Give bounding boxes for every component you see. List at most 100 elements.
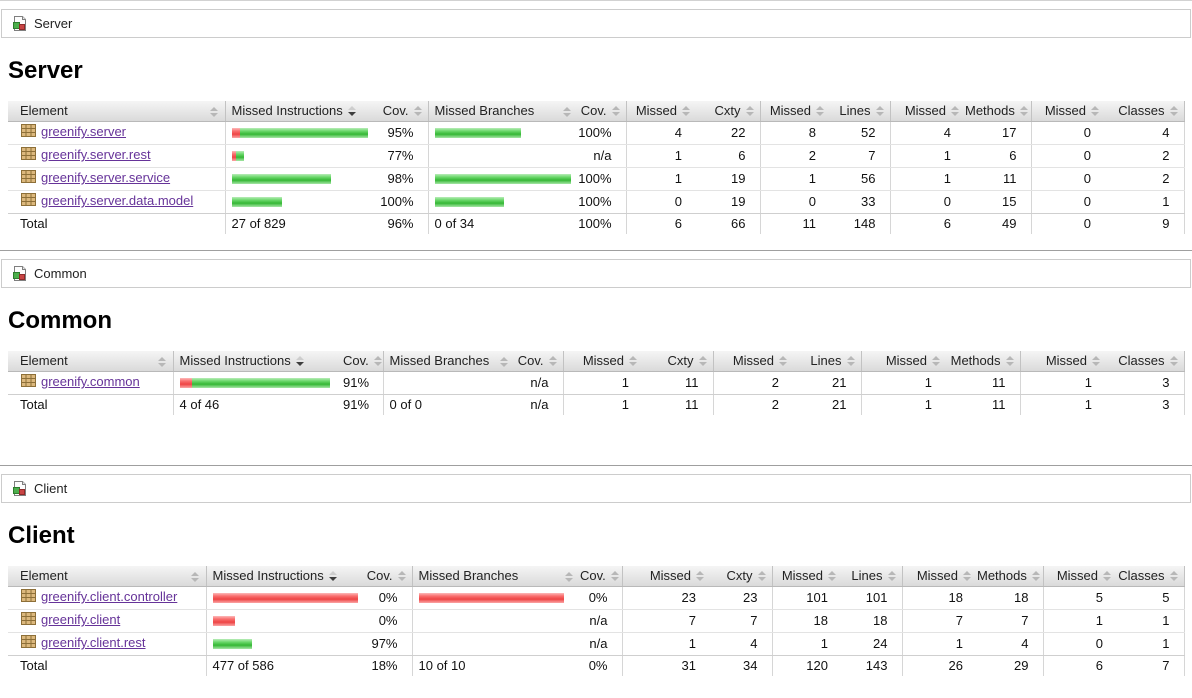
column-header-cov-[interactable]: Cov.	[578, 101, 627, 122]
report-icon	[11, 481, 27, 496]
package-link[interactable]: greenify.server	[41, 124, 127, 139]
column-label: Element	[20, 568, 68, 583]
branch-coverage-percent: n/a	[580, 632, 623, 656]
sort-icon	[563, 107, 571, 117]
column-label: Missed	[916, 568, 958, 583]
metric-value: 1	[622, 632, 710, 656]
breadcrumb-label: Common	[34, 266, 87, 281]
column-header-cov-[interactable]: Cov.	[372, 101, 429, 122]
column-header-missed-instructions[interactable]: Missed Instructions	[206, 566, 366, 587]
sort-icon	[1005, 355, 1014, 366]
column-header-missed-instructions[interactable]: Missed Instructions	[173, 351, 343, 372]
column-header-missed-branches[interactable]: Missed Branches	[428, 101, 578, 122]
column-header-cov-[interactable]: Cov.	[580, 566, 623, 587]
total-value: 6	[943, 216, 951, 231]
column-header-missed-branches[interactable]: Missed Branches	[412, 566, 580, 587]
column-header-cxty[interactable]: Cxty	[710, 566, 773, 587]
column-header-cov-[interactable]: Cov.	[366, 566, 413, 587]
covered-coverage-bar	[231, 197, 282, 207]
column-label: Missed Branches	[418, 568, 519, 583]
package-link[interactable]: greenify.client.rest	[41, 635, 146, 650]
total-value: 34	[710, 655, 773, 676]
column-header-element[interactable]: Element	[8, 566, 207, 587]
metric-value: 8	[760, 121, 830, 145]
column-header-missed[interactable]: Missed	[772, 566, 842, 587]
package-link[interactable]: greenify.client	[41, 612, 121, 627]
column-header-lines[interactable]: Lines	[793, 351, 862, 372]
column-header-missed[interactable]: Missed	[861, 351, 946, 372]
metric-value: 7	[710, 609, 773, 633]
column-header-missed[interactable]: Missed	[626, 101, 696, 122]
column-label: Classes	[1118, 353, 1165, 368]
missed-coverage-bar	[231, 128, 240, 138]
sort-icon	[757, 570, 766, 581]
column-header-missed[interactable]: Missed	[1031, 101, 1105, 122]
metric-value: 0	[626, 190, 696, 214]
column-header-missed[interactable]: Missed	[902, 566, 977, 587]
sort-icon	[828, 570, 836, 581]
column-label: Cxty	[726, 568, 753, 583]
column-header-missed[interactable]: Missed	[1020, 351, 1106, 372]
total-value: 29	[977, 655, 1044, 676]
column-header-cov-[interactable]: Cov.	[515, 351, 564, 372]
metric-value: 4	[626, 121, 696, 145]
sort-icon	[846, 355, 855, 366]
sort-icon	[565, 572, 573, 582]
column-header-missed[interactable]: Missed	[713, 351, 793, 372]
package-link[interactable]: greenify.common	[41, 374, 140, 389]
metric-value: 7	[902, 609, 977, 633]
metric-value: 1	[760, 167, 830, 191]
column-header-missed[interactable]: Missed	[760, 101, 830, 122]
column-header-lines[interactable]: Lines	[830, 101, 891, 122]
metric-value: 23	[710, 586, 773, 610]
total-value: 26	[948, 658, 963, 673]
column-header-missed[interactable]: Missed	[1043, 566, 1117, 587]
total-value: 0 of 0	[389, 397, 423, 412]
column-header-element[interactable]: Element	[8, 351, 174, 372]
metric-value: 23	[622, 586, 710, 610]
page-title: Common	[8, 307, 112, 334]
column-header-cxty[interactable]: Cxty	[643, 351, 714, 372]
missed-coverage-bar	[231, 151, 236, 161]
column-header-missed[interactable]: Missed	[890, 101, 965, 122]
package-icon	[21, 147, 36, 167]
metric-value: 1	[902, 632, 977, 656]
package-link[interactable]: greenify.server.rest	[41, 147, 151, 162]
column-header-methods[interactable]: Methods	[977, 566, 1044, 587]
metric-value: 2	[1105, 144, 1185, 168]
metric-value: 0	[890, 190, 965, 214]
column-header-classes[interactable]: Classes	[1105, 101, 1185, 122]
metric-value: 11	[946, 371, 1021, 395]
metric-value: 0	[760, 190, 830, 214]
column-header-classes[interactable]: Classes	[1117, 566, 1185, 587]
column-header-missed-instructions[interactable]: Missed Instructions	[225, 101, 372, 122]
package-link[interactable]: greenify.server.data.model	[41, 193, 194, 208]
column-label: Missed Instructions	[212, 568, 324, 583]
column-header-missed-branches[interactable]: Missed Branches	[383, 351, 515, 372]
column-header-missed[interactable]: Missed	[622, 566, 710, 587]
column-header-methods[interactable]: Methods	[946, 351, 1021, 372]
column-header-classes[interactable]: Classes	[1106, 351, 1185, 372]
instruction-coverage-percent: 0%	[366, 586, 413, 610]
column-header-cov-[interactable]: Cov.	[343, 351, 384, 372]
column-header-cxty[interactable]: Cxty	[696, 101, 761, 122]
total-value: 0	[1083, 216, 1091, 231]
metric-value: 11	[965, 167, 1032, 191]
sort-icon	[1169, 355, 1178, 366]
metric-value: 0	[1043, 632, 1117, 656]
column-header-methods[interactable]: Methods	[965, 101, 1032, 122]
column-label: Missed	[781, 568, 823, 583]
metric-value: 0	[1031, 121, 1105, 145]
package-link[interactable]: greenify.client.controller	[41, 589, 178, 604]
column-header-lines[interactable]: Lines	[842, 566, 903, 587]
total-value: 0 of 34	[434, 216, 475, 231]
column-label: Missed Branches	[434, 103, 535, 118]
column-header-missed[interactable]: Missed	[563, 351, 643, 372]
total-value: 91%	[343, 394, 384, 415]
missed-branches-bar-cell	[428, 190, 578, 214]
table-row: greenify.client 0% n/a 7 7 18 18 7 7 1 1	[8, 609, 1185, 633]
total-value: 27 of 829	[231, 216, 286, 231]
column-header-element[interactable]: Element	[8, 101, 226, 122]
package-link[interactable]: greenify.server.service	[41, 170, 171, 185]
page-title: Client	[8, 522, 75, 549]
